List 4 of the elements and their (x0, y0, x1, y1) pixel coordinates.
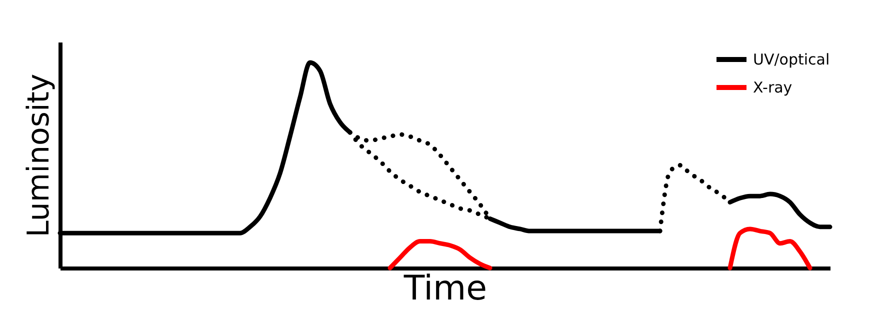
x-axis-title: Time (402, 268, 488, 308)
y-axis-title: Luminosity (22, 74, 56, 238)
legend-label: X-ray (753, 78, 792, 96)
legend-label: UV/optical (753, 50, 830, 68)
